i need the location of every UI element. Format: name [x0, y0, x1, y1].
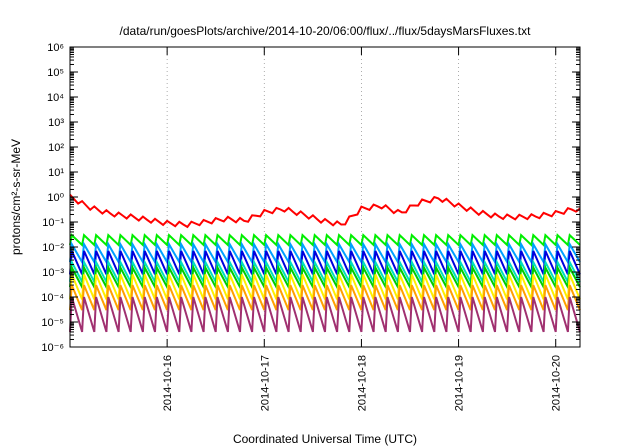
y-tick-label: 10⁻²	[42, 242, 64, 254]
x-tick-label: 2014-10-20	[551, 355, 563, 411]
y-tick-label: 10⁴	[47, 92, 64, 104]
y-axis-title: protons/cm²-s-sr-MeV	[9, 139, 23, 255]
x-tick-label: 2014-10-16	[162, 355, 174, 411]
y-tick-label: 10⁻³	[42, 267, 64, 279]
series-line-1	[69, 194, 581, 229]
y-tick-label: 10³	[48, 117, 64, 129]
y-tick-label: 10⁻⁶	[41, 342, 64, 354]
series-line-9	[69, 296, 581, 333]
x-axis-title: Coordinated Universal Time (UTC)	[233, 432, 417, 446]
x-axis-ticks: 2014-10-16 2014-10-17 2014-10-18 2014-10-19…	[162, 47, 563, 411]
y-tick-label: 10⁻⁵	[41, 317, 64, 329]
y-tick-label: 10⁵	[47, 67, 64, 79]
plot-frame	[69, 46, 581, 348]
x-tick-label: 2014-10-19	[454, 355, 466, 411]
series-line-2	[69, 233, 581, 248]
x-tick-label: 2014-10-18	[356, 355, 368, 411]
y-tick-label: 10⁻¹	[42, 217, 64, 229]
y-tick-label: 10⁰	[47, 192, 64, 204]
x-tick-label: 2014-10-17	[259, 355, 271, 411]
y-axis-ticks: 10⁻⁶ 10⁻⁵ 10⁻⁴ 10⁻³ 10⁻² 10⁻¹ 10⁰ 10¹ 10² 10³ 10⁴ 1…	[41, 42, 580, 354]
series-line-8	[69, 284, 581, 311]
y-tick-label: 10²	[48, 142, 64, 154]
y-tick-label: 10¹	[48, 167, 64, 179]
series-layer	[69, 194, 581, 333]
y-tick-label: 10⁶	[47, 42, 64, 54]
y-tick-label: 10⁻⁴	[41, 292, 64, 304]
chart-title: /data/run/goesPlots/archive/2014-10-20/0…	[120, 24, 532, 38]
